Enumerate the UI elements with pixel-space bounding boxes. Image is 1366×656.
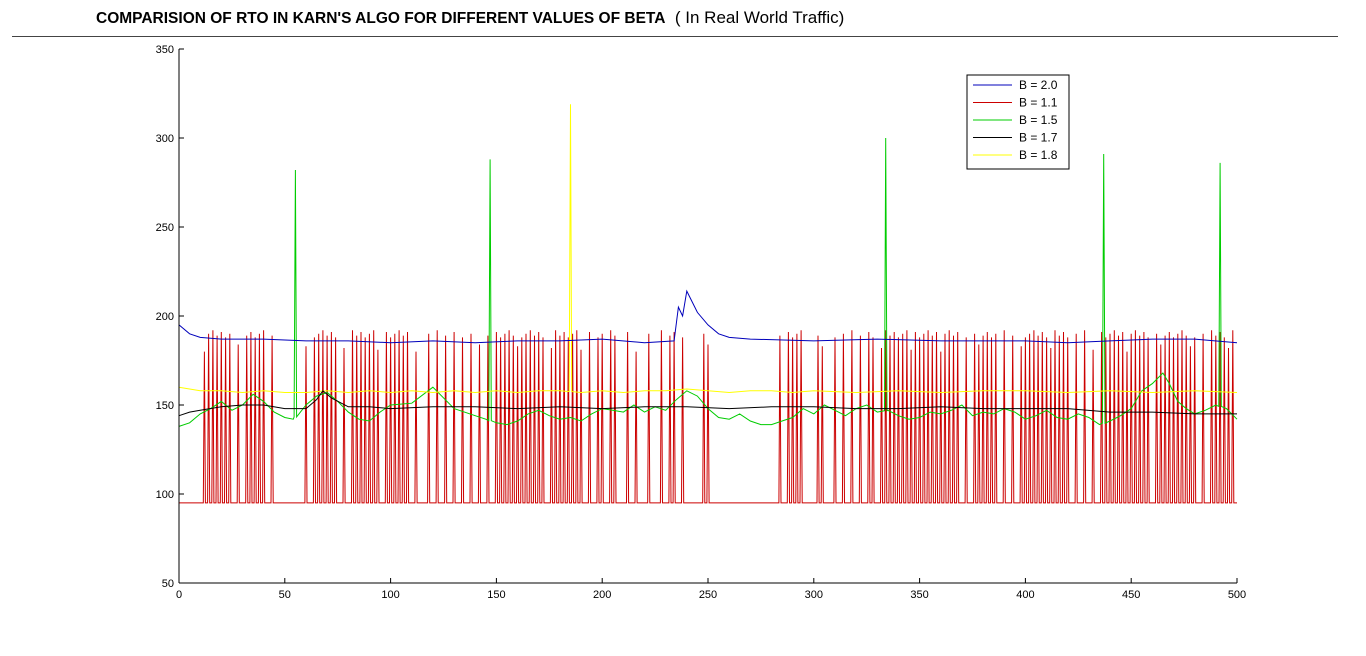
axes: 0 50 100 150 200 250 300 350 400 450 5005010015020…: [156, 44, 1247, 601]
y-tick-label: 50: [162, 578, 174, 590]
y-tick-label: 350: [156, 44, 174, 56]
y-tick-label: 250: [156, 222, 174, 234]
y-tick-label: 150: [156, 400, 174, 412]
series-line-1-1: [179, 330, 1237, 504]
x-tick-label: 50: [279, 589, 291, 601]
plot-lines: [178, 104, 1238, 504]
x-tick-label: 200: [593, 589, 611, 601]
x-tick-label: 250: [699, 589, 717, 601]
legend-label: B = 1.7: [1019, 131, 1058, 145]
legend-label: B = 2.0: [1019, 78, 1058, 92]
x-tick-label: 0: [176, 589, 182, 601]
series-line-1-7: [178, 390, 1237, 417]
legend: B = 2.0 B = 1.1 B = 1.5 B = 1.7 B = 1.8: [966, 74, 1070, 170]
chart-title: COMPARISION OF RTO IN KARN'S ALGO FOR DI…: [96, 8, 844, 28]
x-tick-label: 350: [910, 589, 928, 601]
x-tick-label: 100: [381, 589, 399, 601]
x-tick-label: 150: [487, 589, 505, 601]
chart-title-sub: ( In Real World Traffic): [674, 8, 845, 27]
legend-box: [966, 74, 1070, 170]
y-tick-label: 200: [156, 311, 174, 323]
legend-label: B = 1.5: [1019, 113, 1058, 127]
series-line-2-0: [178, 289, 1238, 344]
legend-label: B = 1.8: [1019, 148, 1058, 162]
series-line-1-5: [178, 137, 1238, 427]
x-tick-label: 300: [805, 589, 823, 601]
x-tick-label: 500: [1228, 589, 1246, 601]
series-line-1-8: [178, 104, 1238, 394]
chart-title-main: COMPARISION OF RTO IN KARN'S ALGO FOR DI…: [96, 10, 666, 27]
x-tick-label: 400: [1016, 589, 1034, 601]
legend-label: B = 1.1: [1019, 96, 1058, 110]
y-tick-label: 300: [156, 133, 174, 145]
y-tick-label: 100: [156, 489, 174, 501]
x-tick-label: 450: [1122, 589, 1140, 601]
title-divider: [12, 36, 1338, 37]
